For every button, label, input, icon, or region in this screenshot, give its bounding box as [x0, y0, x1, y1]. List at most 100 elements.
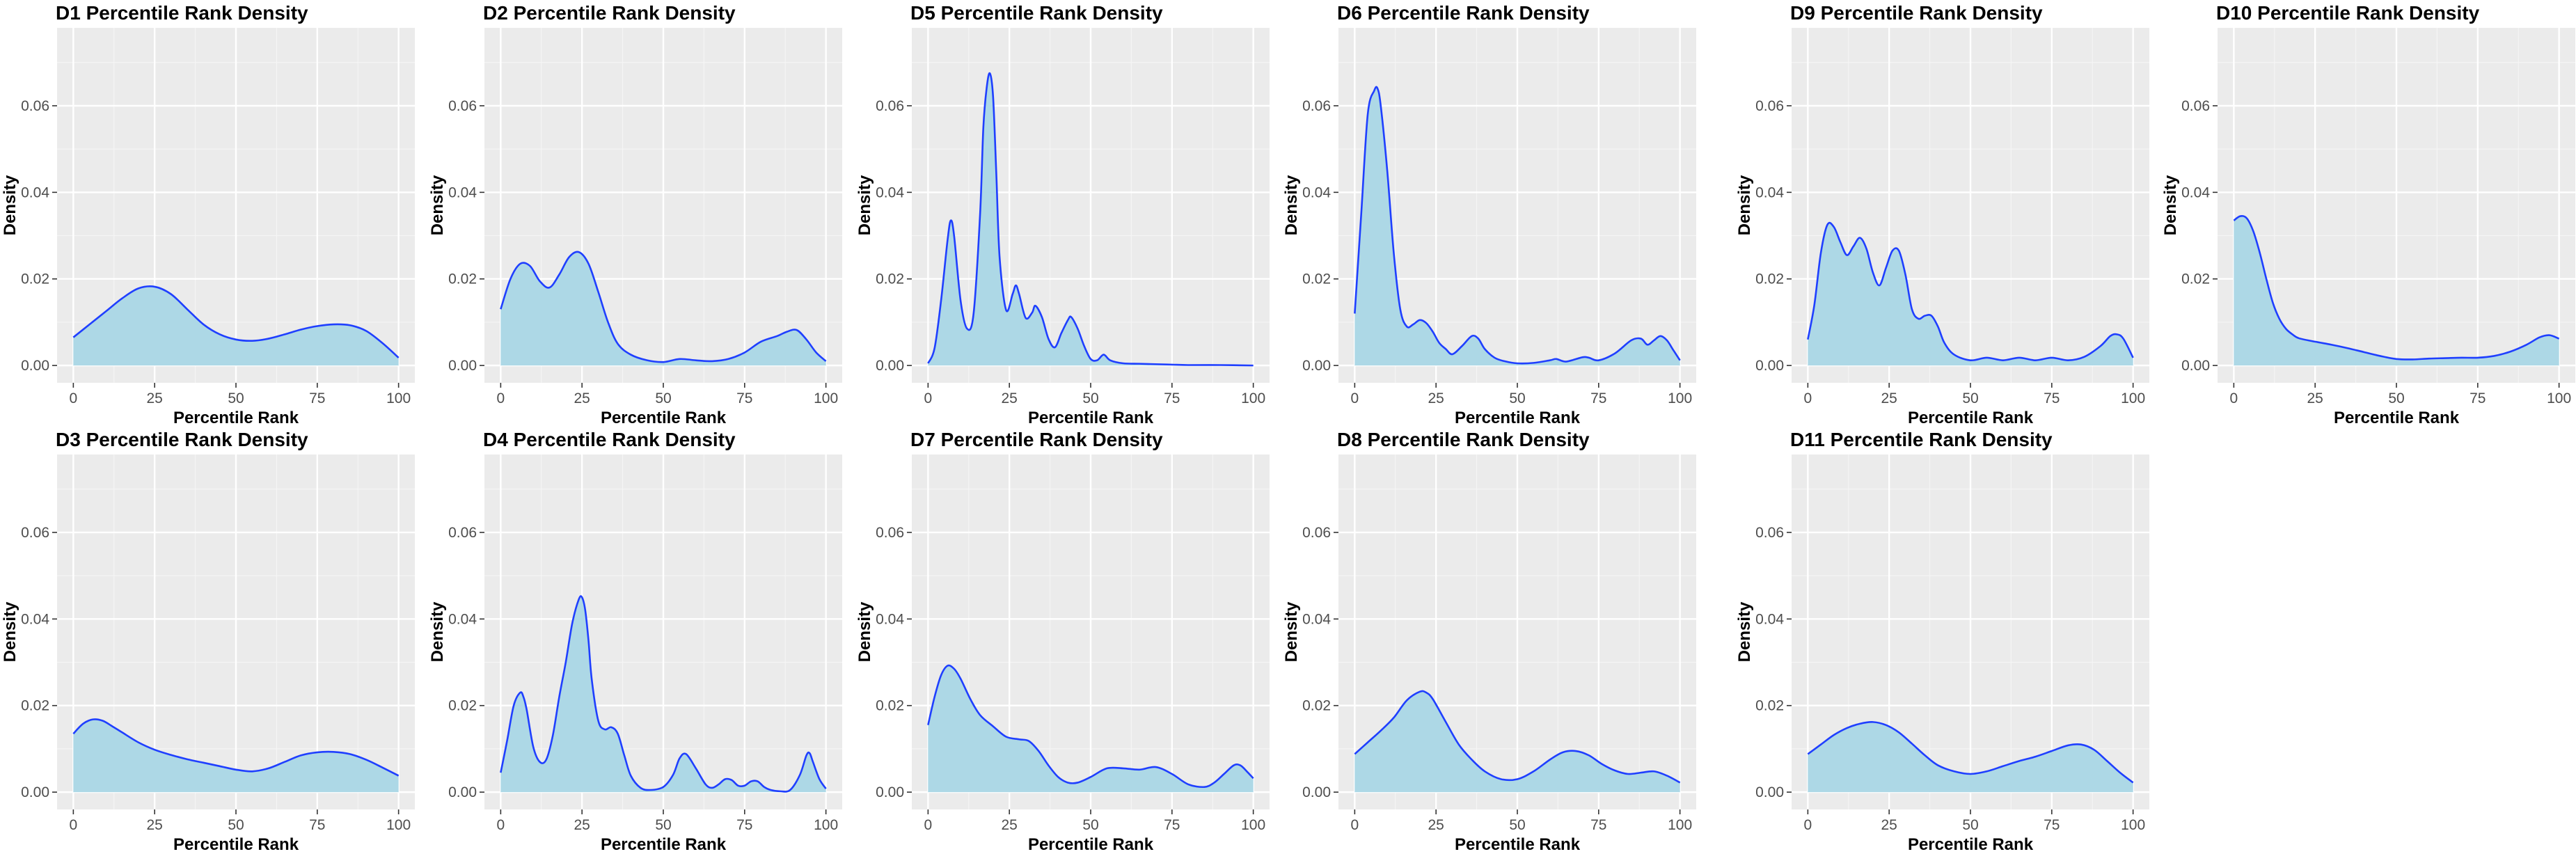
x-tick-label: 100 [1668, 390, 1692, 406]
x-tick-label: 50 [1509, 817, 1525, 833]
x-tick-label: 0 [1351, 390, 1359, 406]
y-tick-label: 0.06 [448, 98, 477, 114]
x-tick-label: 75 [2044, 390, 2060, 406]
y-tick-label: 0.00 [876, 358, 904, 374]
density-curve [1807, 721, 2134, 784]
y-axis-label: Density [1735, 175, 1754, 235]
y-tick-label: 0.00 [21, 358, 49, 374]
y-tick-label: 0.02 [448, 271, 477, 287]
y-tick-label: 0.04 [448, 611, 477, 627]
x-tick-label: 75 [736, 390, 752, 406]
y-tick-label: 0.06 [1755, 98, 1784, 114]
x-tick-label: 50 [1082, 817, 1098, 833]
density-area [2234, 216, 2559, 366]
y-tick-label: 0.02 [1755, 698, 1784, 714]
x-tick-label: 25 [147, 390, 163, 406]
y-tick-label: 0.04 [448, 184, 477, 200]
y-axis-label: Density [1, 175, 19, 235]
x-tick-label: 100 [814, 390, 838, 406]
panel-title: D2 Percentile Rank Density [483, 2, 736, 24]
density-area [73, 286, 399, 366]
x-axis-label: Percentile Rank [2334, 409, 2460, 427]
y-tick-label: 0.04 [1302, 184, 1331, 200]
y-tick-label: 0.06 [1302, 98, 1331, 114]
density-area [1354, 86, 1680, 366]
x-tick-label: 25 [1428, 390, 1444, 406]
y-tick-label: 0.02 [876, 698, 904, 714]
y-tick-label: 0.00 [448, 784, 477, 800]
x-tick-label: 0 [497, 390, 505, 406]
panel-title: D10 Percentile Rank Density [2216, 2, 2480, 24]
x-tick-label: 100 [386, 817, 411, 833]
x-tick-label: 75 [1590, 817, 1606, 833]
x-tick-label: 100 [2121, 817, 2145, 833]
x-tick-label: 50 [2388, 390, 2404, 406]
x-tick-label: 0 [924, 390, 933, 406]
facet-d6: D6 Percentile Rank Density 0 25 50 75 100 0.00… [1282, 2, 1696, 427]
x-tick-label: 75 [309, 817, 325, 833]
y-tick-label: 0.00 [448, 358, 477, 374]
density-area [1354, 690, 1680, 793]
x-axis-label: Percentile Rank [173, 835, 299, 854]
x-axis-label: Percentile Rank [1028, 835, 1154, 854]
x-tick-label: 75 [1164, 817, 1180, 833]
density-curve [927, 664, 1254, 789]
x-tick-label: 50 [228, 390, 244, 406]
y-tick-label: 0.04 [876, 611, 904, 627]
density-curve [1354, 690, 1681, 784]
panel-title: D1 Percentile Rank Density [56, 2, 308, 24]
x-tick-label: 100 [814, 817, 838, 833]
x-tick-label: 0 [1351, 817, 1359, 833]
panel-title: D9 Percentile Rank Density [1790, 2, 2043, 24]
x-tick-label: 75 [309, 390, 325, 406]
density-area [73, 719, 399, 793]
y-axis-label: Density [1282, 175, 1301, 235]
y-tick-label: 0.02 [1302, 698, 1331, 714]
y-axis-label: Density [1, 601, 19, 662]
x-tick-label: 100 [386, 390, 411, 406]
x-axis-label: Percentile Rank [173, 409, 299, 427]
density-area [928, 73, 1254, 366]
panel-title: D8 Percentile Rank Density [1337, 429, 1590, 450]
x-tick-label: 100 [2121, 390, 2145, 406]
panel-title: D11 Percentile Rank Density [1790, 429, 2053, 450]
y-tick-label: 0.04 [21, 184, 49, 200]
x-tick-label: 75 [1164, 390, 1180, 406]
y-axis-label: Density [428, 601, 447, 662]
y-tick-label: 0.02 [448, 698, 477, 714]
y-tick-label: 0.00 [1755, 784, 1784, 800]
y-tick-label: 0.06 [448, 525, 477, 541]
x-tick-label: 25 [1881, 390, 1897, 406]
x-tick-label: 25 [1002, 817, 1018, 833]
y-tick-label: 0.02 [876, 271, 904, 287]
x-tick-label: 0 [2230, 390, 2238, 406]
x-tick-label: 25 [2307, 390, 2323, 406]
facet-d11: D11 Percentile Rank Density 0 25 50 75 100 0.0… [1735, 429, 2149, 854]
y-tick-label: 0.04 [21, 611, 49, 627]
y-tick-label: 0.06 [1302, 525, 1331, 541]
y-axis-label: Density [428, 175, 447, 235]
x-tick-label: 0 [70, 817, 78, 833]
y-tick-label: 0.02 [1302, 271, 1331, 287]
facet-d10: D10 Percentile Rank Density 0 25 50 75 100 0.0… [2161, 2, 2575, 427]
panel-title: D3 Percentile Rank Density [56, 429, 308, 450]
x-tick-label: 100 [1241, 390, 1265, 406]
x-tick-label: 75 [2470, 390, 2486, 406]
x-axis-label: Percentile Rank [601, 409, 727, 427]
facet-d9: D9 Percentile Rank Density 0 25 50 75 100 0.00… [1735, 2, 2149, 427]
x-axis-label: Percentile Rank [601, 835, 727, 854]
facet-d3: D3 Percentile Rank Density 0 25 50 75 100 0.00… [1, 429, 415, 854]
x-tick-label: 25 [147, 817, 163, 833]
y-tick-label: 0.06 [1755, 525, 1784, 541]
facet-d1: D1 Percentile Rank Density 0 25 50 75 100 0.00… [1, 2, 415, 427]
y-axis-label: Density [855, 601, 874, 662]
density-curve [500, 595, 827, 793]
y-axis-label: Density [1735, 601, 1754, 662]
x-tick-label: 100 [1241, 817, 1265, 833]
x-tick-label: 25 [1002, 390, 1018, 406]
x-axis-label: Percentile Rank [1908, 835, 2034, 854]
x-tick-label: 50 [655, 817, 671, 833]
density-curve [1807, 221, 2134, 362]
density-area [928, 665, 1254, 793]
